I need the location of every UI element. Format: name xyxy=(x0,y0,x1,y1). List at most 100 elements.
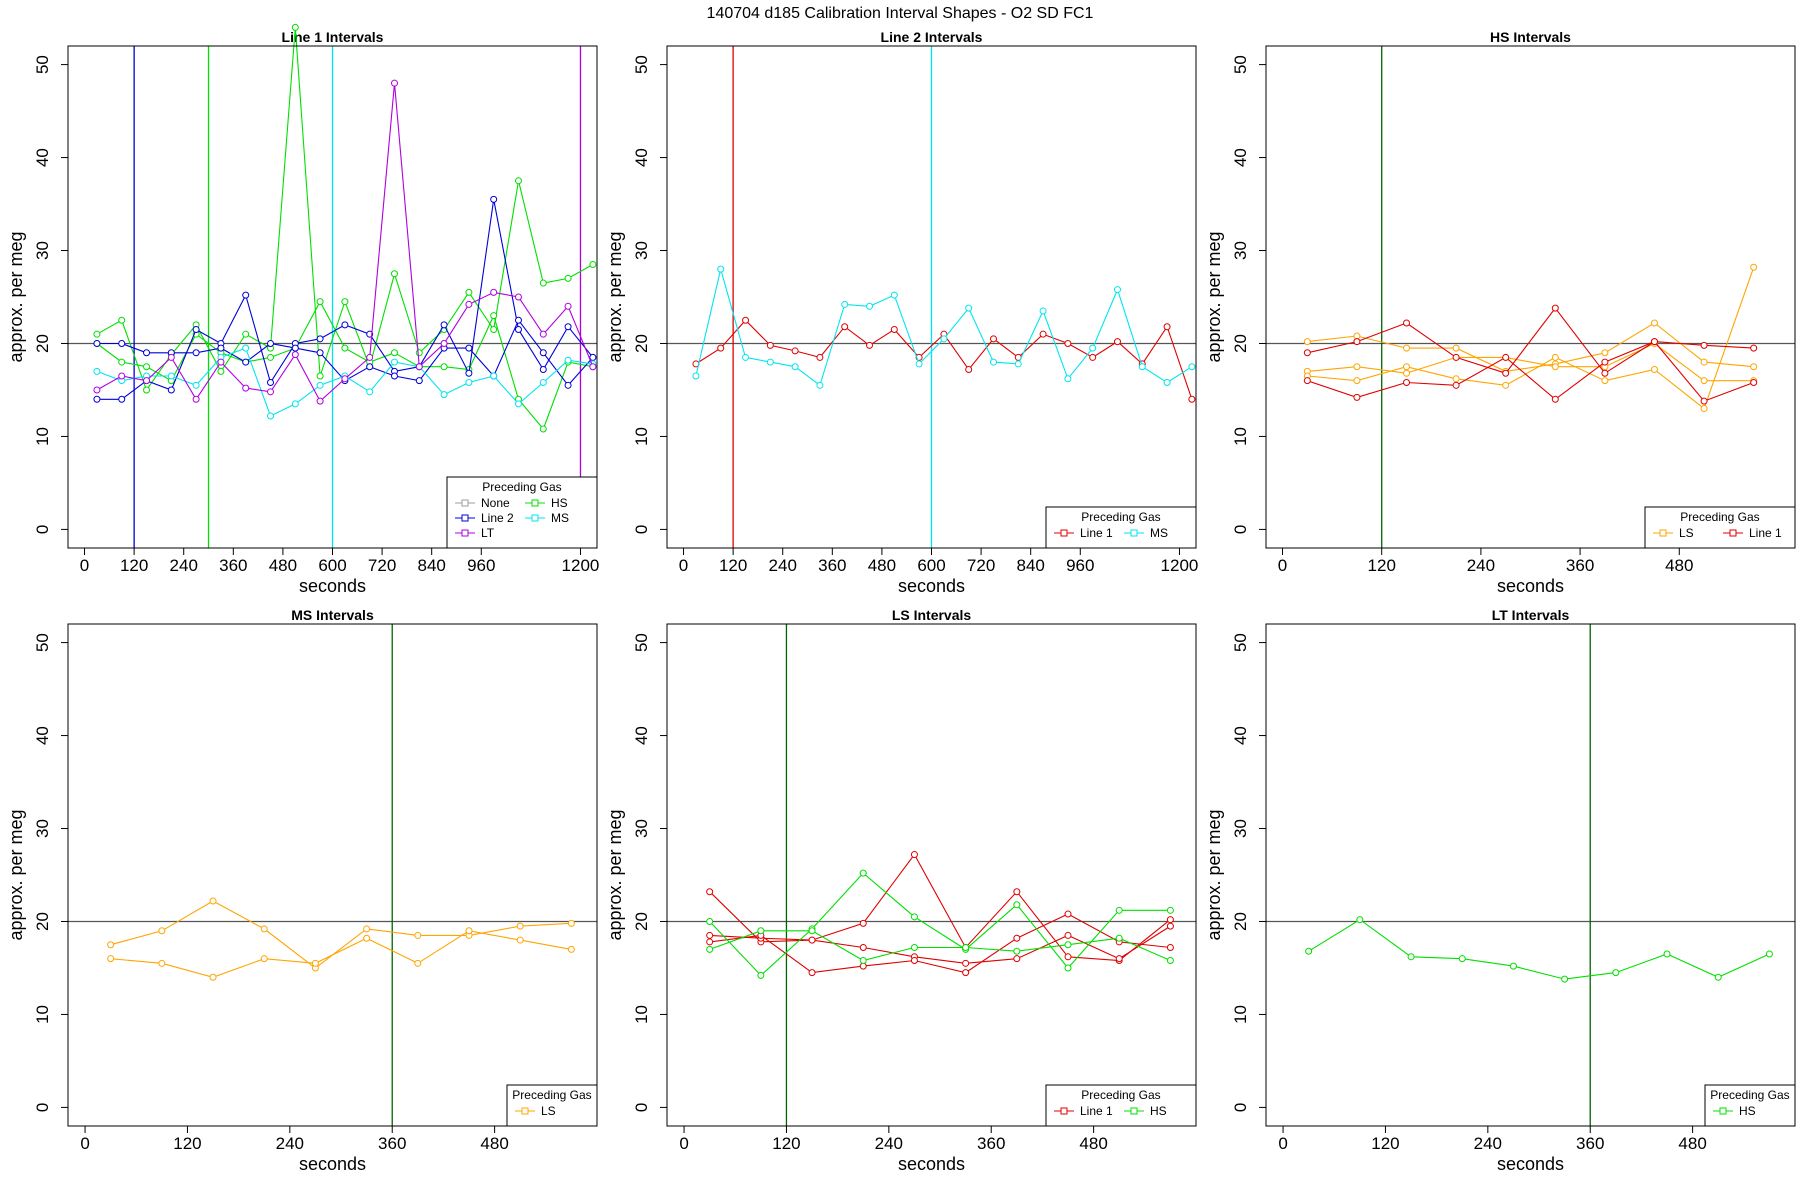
data-point xyxy=(1700,377,1708,385)
legend-swatch-marker xyxy=(461,499,469,507)
y-tick-label: 50 xyxy=(33,633,52,652)
data-point xyxy=(1650,366,1658,374)
data-point xyxy=(363,934,371,942)
data-point xyxy=(267,412,275,420)
series-hs xyxy=(1305,916,1773,983)
x-tick-label: 600 xyxy=(917,556,945,575)
y-tick-label: 40 xyxy=(1231,148,1250,167)
data-point xyxy=(440,391,448,399)
data-point xyxy=(291,344,299,352)
data-point xyxy=(440,339,448,347)
data-point xyxy=(567,919,575,927)
legend-entry-label: LS xyxy=(541,1104,556,1118)
legend-swatch-marker xyxy=(521,1107,529,1115)
legend-entry-label: HS xyxy=(1150,1104,1167,1118)
data-point xyxy=(841,323,849,331)
figure-title: 140704 d185 Calibration Interval Shapes … xyxy=(707,5,1094,22)
data-point xyxy=(414,959,422,967)
y-tick-label: 10 xyxy=(1231,427,1250,446)
y-tick-label: 50 xyxy=(1231,55,1250,74)
data-point xyxy=(890,291,898,299)
data-point xyxy=(118,372,126,380)
data-point xyxy=(465,379,473,387)
data-point xyxy=(1700,341,1708,349)
chart-panel-4: MS Intervals 0 120 240 360 480 0 10 20 30 40 50 seco… xyxy=(6,607,598,1174)
data-point xyxy=(1700,405,1708,413)
data-point xyxy=(539,349,547,357)
x-tick-label: 120 xyxy=(1371,1134,1399,1153)
y-tick-label: 20 xyxy=(1231,912,1250,931)
data-point xyxy=(93,339,101,347)
x-tick-label: 360 xyxy=(1576,1134,1604,1153)
data-point xyxy=(260,925,268,933)
data-point xyxy=(316,381,324,389)
data-point xyxy=(1551,363,1559,371)
data-point xyxy=(1750,344,1758,352)
data-point xyxy=(1353,377,1361,385)
data-point xyxy=(589,260,597,268)
data-point xyxy=(366,363,374,371)
data-point xyxy=(1650,338,1658,346)
x-axis-label: seconds xyxy=(299,576,366,596)
series-line xyxy=(1307,267,1755,410)
data-point xyxy=(107,955,115,963)
data-point xyxy=(1064,964,1072,972)
data-point xyxy=(1163,323,1171,331)
y-tick-label: 40 xyxy=(632,726,651,745)
data-point xyxy=(311,959,319,967)
data-point xyxy=(93,367,101,375)
data-point xyxy=(1064,931,1072,939)
x-tick-label: 120 xyxy=(120,556,148,575)
data-point xyxy=(910,851,918,859)
panels-container: Line 1 Intervals 0 120 240 360 480 600 720 840 96… xyxy=(6,23,1796,1174)
data-point xyxy=(514,400,522,408)
panel-title: Line 2 Intervals xyxy=(881,29,983,45)
data-point xyxy=(962,944,970,952)
y-tick-label: 0 xyxy=(1231,525,1250,534)
y-tick-label: 50 xyxy=(1231,633,1250,652)
legend-entry-label: None xyxy=(481,496,510,510)
data-point xyxy=(143,349,151,357)
x-tick-label: 0 xyxy=(80,556,89,575)
data-point xyxy=(217,344,225,352)
data-point xyxy=(791,347,799,355)
data-point xyxy=(242,358,250,366)
data-point xyxy=(1166,906,1174,914)
legend-swatch-marker xyxy=(1060,529,1068,537)
data-point xyxy=(1064,375,1072,383)
data-point xyxy=(989,335,997,343)
data-point xyxy=(1551,395,1559,403)
data-point xyxy=(539,366,547,374)
x-tick-label: 120 xyxy=(1368,556,1396,575)
data-point xyxy=(706,917,714,925)
data-point xyxy=(717,265,725,273)
data-point xyxy=(890,326,898,334)
y-axis-label: approx. per meg xyxy=(6,809,26,940)
data-point xyxy=(965,366,973,374)
data-point xyxy=(1502,353,1510,361)
data-point xyxy=(1601,369,1609,377)
legend-title: Preceding Gas xyxy=(512,1088,591,1102)
chart-panel-1: Line 1 Intervals 0 120 240 360 480 600 720 840 96… xyxy=(6,23,599,596)
y-tick-label: 10 xyxy=(33,427,52,446)
data-point xyxy=(910,944,918,952)
data-point xyxy=(1403,319,1411,327)
data-point xyxy=(766,341,774,349)
data-point xyxy=(107,941,115,949)
y-tick-label: 40 xyxy=(1231,726,1250,745)
data-point xyxy=(514,316,522,324)
x-tick-label: 720 xyxy=(967,556,995,575)
data-point xyxy=(242,384,250,392)
x-tick-label: 120 xyxy=(772,1134,800,1153)
data-point xyxy=(192,381,200,389)
data-point xyxy=(1403,369,1411,377)
legend-swatch-marker xyxy=(461,514,469,522)
data-point xyxy=(962,969,970,977)
data-point xyxy=(291,351,299,359)
data-point xyxy=(866,341,874,349)
x-tick-label: 480 xyxy=(480,1134,508,1153)
panel-title: LT Intervals xyxy=(1492,607,1570,623)
x-tick-label: 240 xyxy=(769,556,797,575)
x-tick-label: 360 xyxy=(818,556,846,575)
data-point xyxy=(539,279,547,287)
